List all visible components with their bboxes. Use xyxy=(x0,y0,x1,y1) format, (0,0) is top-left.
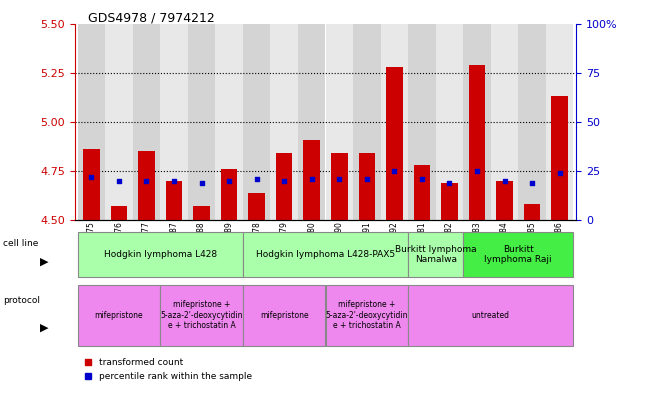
Bar xyxy=(551,96,568,220)
Bar xyxy=(166,181,182,220)
Bar xyxy=(326,285,408,346)
Bar xyxy=(386,67,402,220)
Bar xyxy=(359,153,375,220)
Bar xyxy=(160,24,187,220)
Text: Burkitt
lymphoma Raji: Burkitt lymphoma Raji xyxy=(484,245,552,264)
Text: untreated: untreated xyxy=(472,311,510,320)
Bar xyxy=(441,183,458,220)
Text: protocol: protocol xyxy=(3,296,40,305)
Bar xyxy=(408,232,464,277)
Bar xyxy=(408,285,574,346)
Point xyxy=(417,176,427,182)
Bar xyxy=(298,24,326,220)
Text: Hodgkin lymphoma L428: Hodgkin lymphoma L428 xyxy=(104,250,217,259)
Bar xyxy=(83,149,100,220)
Point xyxy=(499,178,510,184)
Bar xyxy=(546,24,574,220)
Bar xyxy=(464,24,491,220)
Bar xyxy=(331,153,348,220)
Text: ▶: ▶ xyxy=(40,256,49,266)
Legend: transformed count, percentile rank within the sample: transformed count, percentile rank withi… xyxy=(79,355,256,385)
Bar xyxy=(408,24,436,220)
Bar xyxy=(270,24,298,220)
Point xyxy=(86,174,96,180)
Bar xyxy=(77,24,105,220)
Bar xyxy=(496,181,513,220)
Bar xyxy=(221,169,238,220)
Point xyxy=(555,170,565,176)
Point xyxy=(197,180,207,186)
Bar xyxy=(326,24,353,220)
Bar xyxy=(133,24,160,220)
Bar xyxy=(243,232,408,277)
Text: ▶: ▶ xyxy=(40,323,49,332)
Bar xyxy=(77,232,243,277)
Bar xyxy=(464,232,574,277)
Point xyxy=(389,168,400,174)
Bar xyxy=(243,285,326,346)
Bar xyxy=(276,153,292,220)
Point xyxy=(334,176,344,182)
Point xyxy=(361,176,372,182)
Text: Burkitt lymphoma
Namalwa: Burkitt lymphoma Namalwa xyxy=(395,245,477,264)
Bar xyxy=(138,151,155,220)
Text: mifepristone +
5-aza-2'-deoxycytidin
e + trichostatin A: mifepristone + 5-aza-2'-deoxycytidin e +… xyxy=(326,301,408,330)
Bar xyxy=(243,24,270,220)
Point xyxy=(251,176,262,182)
Bar xyxy=(469,65,485,220)
Point xyxy=(527,180,537,186)
Bar xyxy=(353,24,381,220)
Bar xyxy=(77,285,160,346)
Text: Hodgkin lymphoma L428-PAX5: Hodgkin lymphoma L428-PAX5 xyxy=(256,250,395,259)
Point xyxy=(141,178,152,184)
Text: mifepristone: mifepristone xyxy=(260,311,309,320)
Bar xyxy=(524,204,540,220)
Point xyxy=(169,178,179,184)
Point xyxy=(444,180,454,186)
Bar xyxy=(518,24,546,220)
Point xyxy=(279,178,290,184)
Bar xyxy=(111,206,127,220)
Point xyxy=(114,178,124,184)
Text: GDS4978 / 7974212: GDS4978 / 7974212 xyxy=(88,12,215,25)
Bar xyxy=(436,24,464,220)
Bar xyxy=(249,193,265,220)
Bar xyxy=(215,24,243,220)
Point xyxy=(224,178,234,184)
Bar xyxy=(413,165,430,220)
Point xyxy=(472,168,482,174)
Text: cell line: cell line xyxy=(3,239,38,248)
Bar xyxy=(381,24,408,220)
Point xyxy=(307,176,317,182)
Text: mifepristone: mifepristone xyxy=(94,311,143,320)
Bar xyxy=(105,24,133,220)
Bar xyxy=(491,24,518,220)
Bar xyxy=(187,24,215,220)
Text: mifepristone +
5-aza-2'-deoxycytidin
e + trichostatin A: mifepristone + 5-aza-2'-deoxycytidin e +… xyxy=(160,301,243,330)
Bar xyxy=(160,285,243,346)
Bar xyxy=(193,206,210,220)
Bar xyxy=(303,140,320,220)
